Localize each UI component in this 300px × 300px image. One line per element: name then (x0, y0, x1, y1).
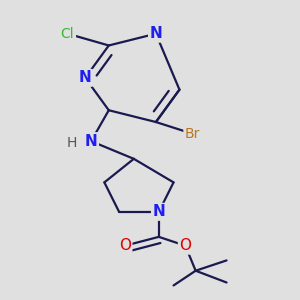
Text: N: N (149, 26, 162, 41)
Text: O: O (179, 238, 191, 253)
Text: H: H (67, 136, 77, 150)
Text: O: O (119, 238, 131, 253)
Text: Cl: Cl (61, 27, 74, 41)
Text: Br: Br (185, 127, 200, 141)
Text: N: N (152, 204, 165, 219)
Text: N: N (79, 70, 92, 86)
Text: N: N (85, 134, 98, 149)
